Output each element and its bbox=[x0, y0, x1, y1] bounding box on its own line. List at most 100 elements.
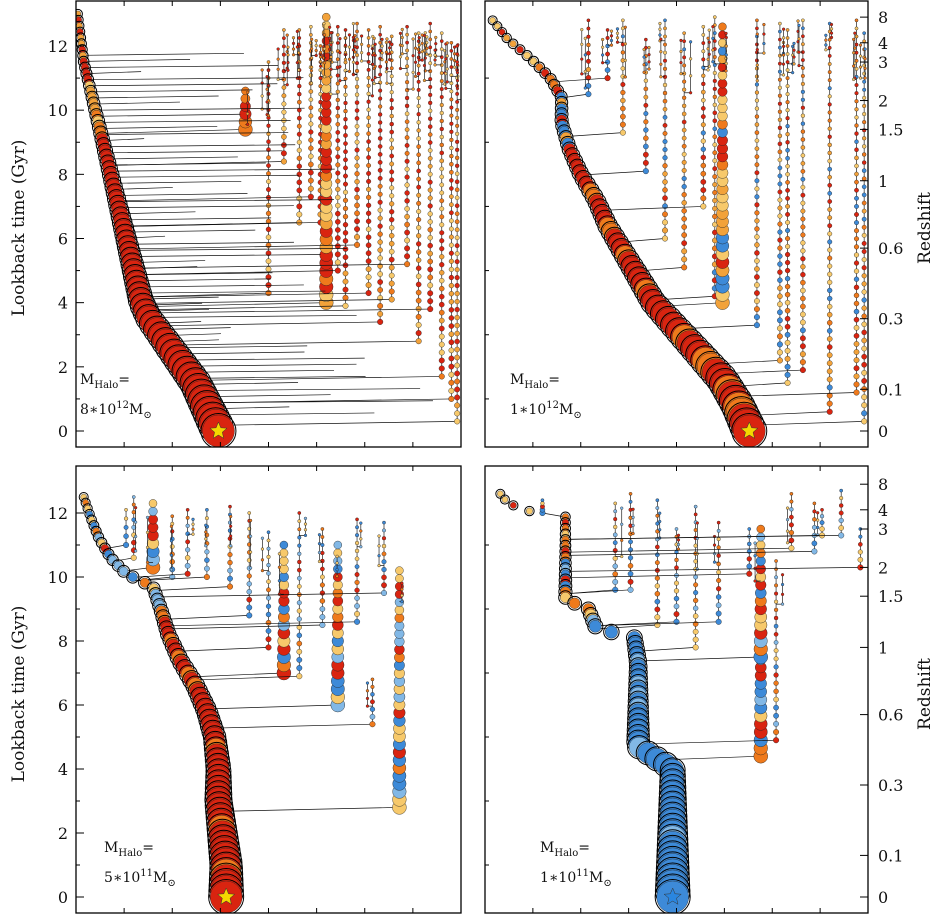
merger-link bbox=[139, 292, 369, 298]
branch-node bbox=[265, 628, 272, 634]
branch-node bbox=[404, 158, 410, 164]
branch-node bbox=[377, 255, 383, 261]
branch-node bbox=[854, 139, 859, 144]
sub-branch-node bbox=[351, 48, 356, 52]
branch-node bbox=[266, 123, 271, 128]
branch-node bbox=[827, 158, 832, 164]
branch-node bbox=[654, 560, 660, 565]
sub-branch-node bbox=[295, 61, 299, 65]
branch-node bbox=[754, 114, 760, 119]
branch-node bbox=[784, 259, 791, 266]
branch-node bbox=[800, 256, 806, 262]
branch-node bbox=[827, 102, 832, 107]
branch-node bbox=[308, 121, 314, 127]
branch-node bbox=[335, 24, 340, 29]
branch-node bbox=[365, 226, 372, 232]
branch-node bbox=[642, 159, 649, 166]
branch-node bbox=[654, 598, 661, 605]
merger-link bbox=[82, 52, 244, 56]
branch-node bbox=[448, 395, 455, 402]
branch-node bbox=[692, 636, 699, 643]
sub-branch-node bbox=[853, 31, 857, 35]
branch-node bbox=[820, 507, 824, 512]
merger-link bbox=[99, 126, 218, 129]
branch-node bbox=[185, 547, 191, 553]
branch-node bbox=[800, 161, 806, 166]
branch-node bbox=[428, 84, 433, 90]
sub-branch-node bbox=[260, 547, 265, 551]
branch-node bbox=[378, 104, 383, 109]
branch-node bbox=[378, 96, 383, 101]
sub-branch-node bbox=[266, 68, 271, 73]
branch-node bbox=[170, 514, 175, 519]
branch-node bbox=[827, 303, 833, 310]
branch-node bbox=[754, 66, 759, 71]
sub-branch-node bbox=[309, 69, 314, 73]
branch-node bbox=[416, 71, 421, 76]
branch-node bbox=[319, 598, 326, 604]
branch-node bbox=[799, 367, 806, 374]
branch-node bbox=[416, 184, 422, 190]
final-galaxy-star bbox=[209, 421, 228, 439]
branch-node bbox=[777, 133, 783, 139]
merger-link bbox=[101, 132, 289, 135]
branch-node bbox=[265, 250, 272, 257]
branch-node bbox=[643, 143, 649, 150]
branch-node bbox=[427, 242, 433, 249]
branch-node bbox=[800, 279, 806, 286]
halo-mass-label: MHalo= bbox=[510, 372, 560, 391]
branch-node bbox=[354, 579, 360, 585]
branch-node bbox=[853, 341, 860, 347]
branch-node bbox=[404, 143, 410, 148]
branch-node bbox=[838, 510, 844, 516]
branch-node bbox=[777, 165, 783, 171]
branch-node bbox=[185, 531, 190, 537]
branch-node bbox=[777, 117, 783, 122]
branch-node bbox=[343, 108, 348, 114]
branch-node bbox=[438, 357, 445, 364]
branch-node bbox=[366, 36, 371, 40]
sub-branch-node bbox=[852, 37, 856, 41]
branch-node bbox=[296, 123, 302, 129]
branch-node bbox=[342, 246, 349, 252]
branch-node bbox=[355, 29, 359, 34]
sub-branch-node bbox=[797, 23, 801, 27]
branch-node bbox=[838, 503, 844, 508]
branch-node bbox=[693, 574, 699, 580]
sub-branch-node bbox=[863, 66, 867, 71]
branch-node bbox=[448, 299, 455, 305]
branch-node bbox=[123, 542, 130, 549]
sub-branch-node bbox=[329, 43, 333, 47]
sub-branch-node bbox=[791, 44, 795, 49]
sub-branch-node bbox=[328, 36, 332, 40]
branch-node bbox=[701, 73, 706, 78]
branch-node bbox=[827, 231, 833, 237]
sub-branch-node bbox=[792, 55, 796, 59]
branch-node bbox=[266, 579, 271, 584]
branch-node bbox=[439, 198, 445, 204]
sub-branch-node bbox=[388, 58, 392, 62]
branch-node bbox=[439, 285, 445, 292]
branch-node bbox=[853, 373, 860, 380]
branch-node bbox=[628, 499, 633, 504]
branch-node bbox=[826, 384, 833, 391]
branch-node bbox=[319, 574, 325, 580]
branch-node bbox=[716, 537, 721, 542]
branch-node bbox=[439, 118, 444, 124]
sub-branch-node bbox=[373, 53, 377, 57]
branch-node bbox=[343, 100, 348, 106]
sub-branch-node bbox=[425, 35, 429, 39]
sub-branch-node bbox=[360, 51, 364, 55]
branch-node bbox=[673, 618, 680, 625]
branch-node bbox=[427, 179, 433, 185]
branch-node bbox=[334, 227, 341, 233]
branch-node bbox=[416, 208, 422, 214]
branch-node bbox=[785, 36, 790, 40]
branch-node bbox=[355, 21, 359, 26]
z-tick-label: 0.3 bbox=[878, 776, 903, 795]
merger-link bbox=[115, 193, 248, 196]
branch-node bbox=[449, 186, 454, 191]
branch-node bbox=[365, 258, 372, 265]
branch-node bbox=[700, 146, 706, 152]
branch-node bbox=[673, 588, 680, 594]
